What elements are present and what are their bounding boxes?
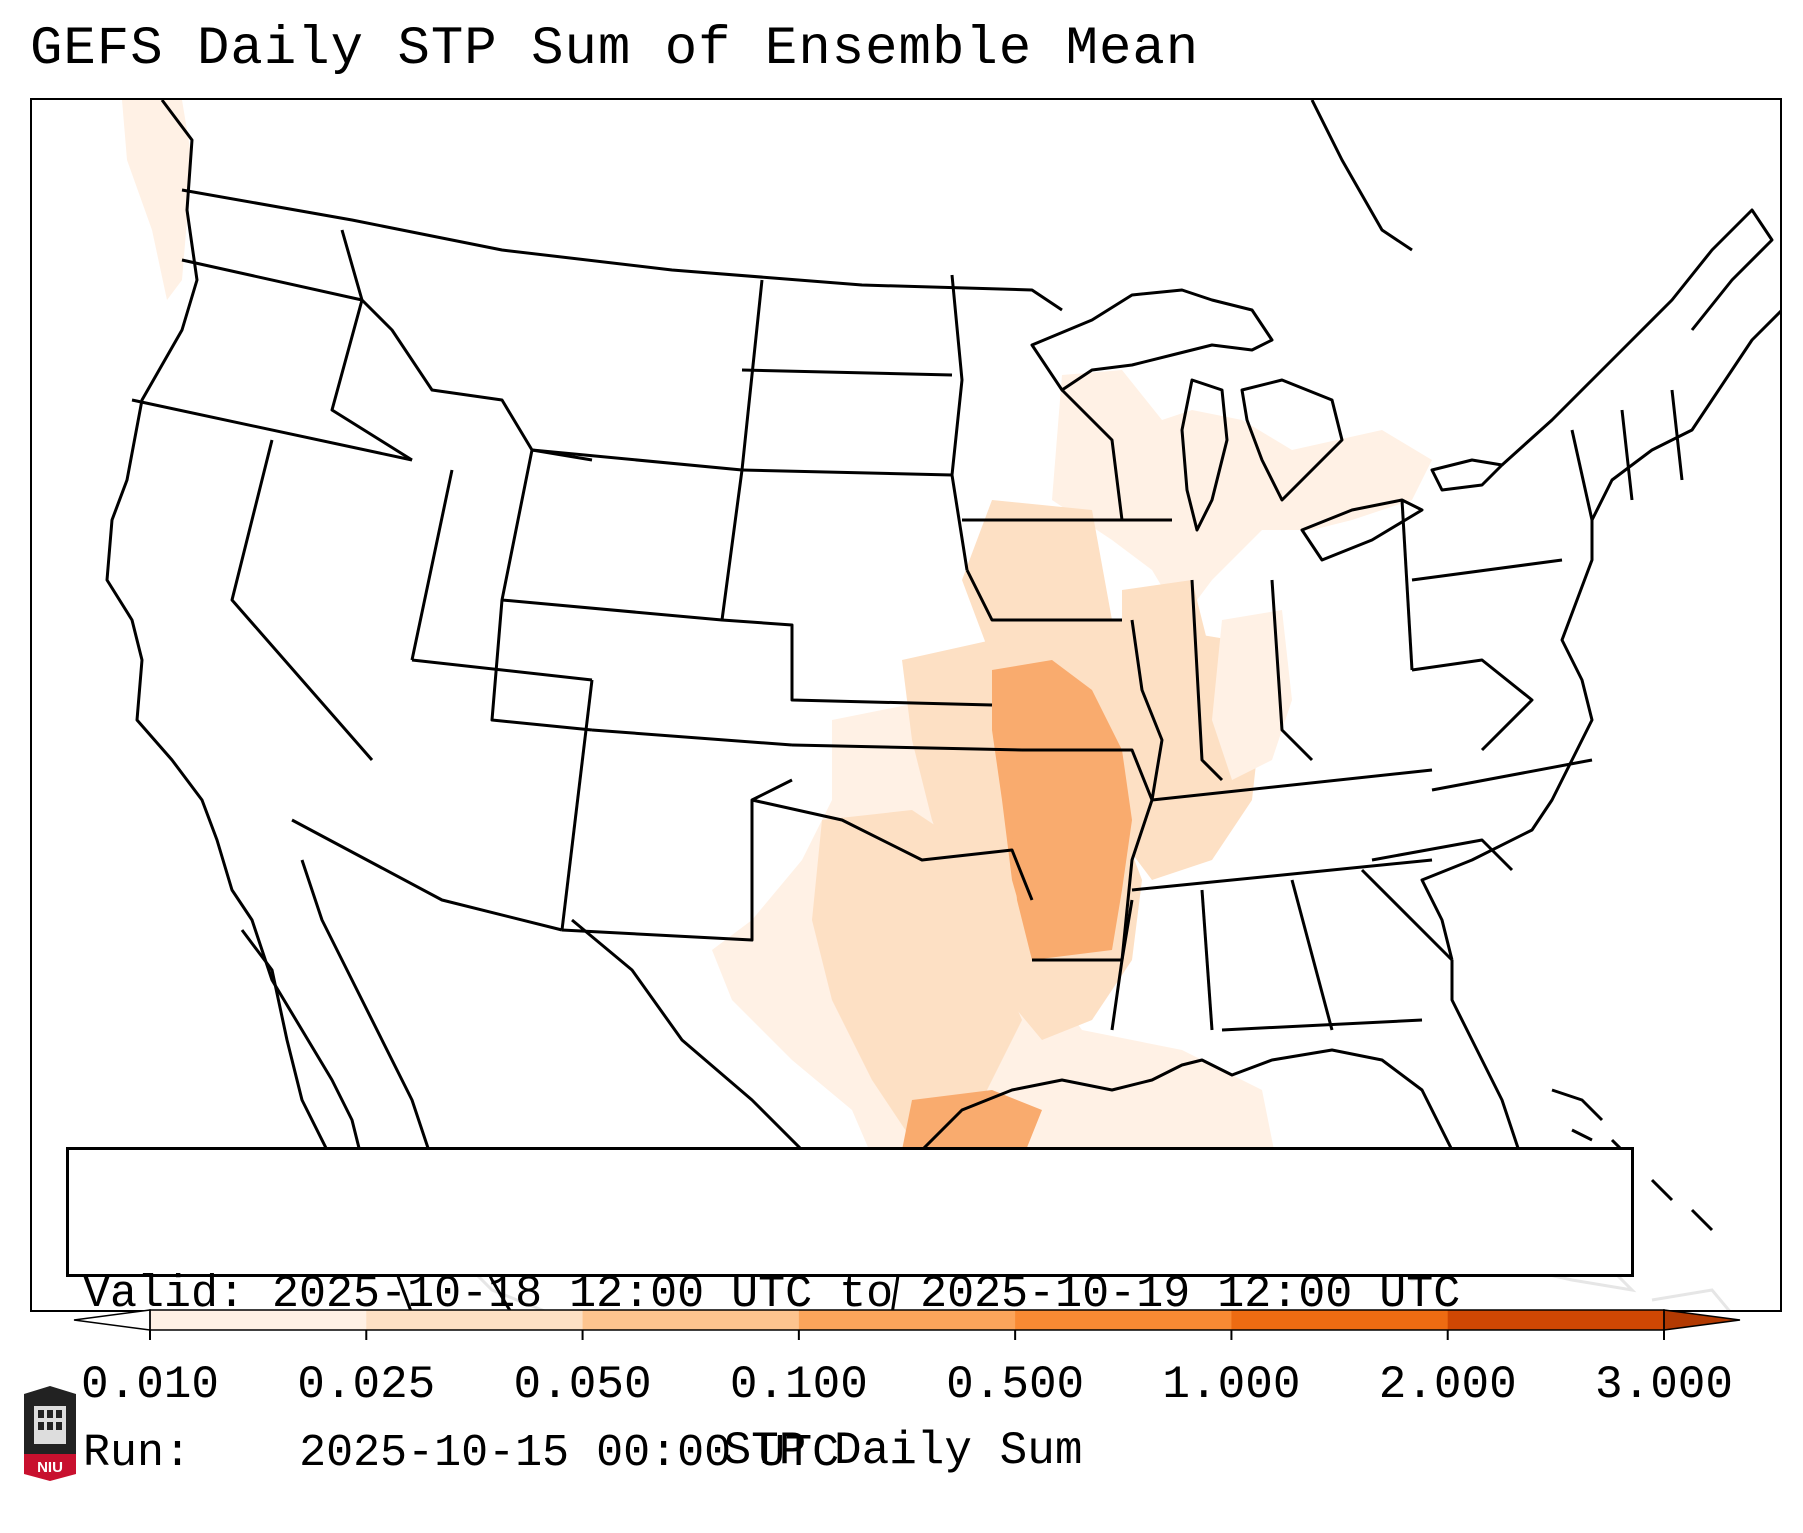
il-in — [1190, 579, 1224, 782]
pa-ny — [1411, 558, 1563, 582]
colorbar-tick-label: 0.100 — [729, 1359, 868, 1411]
colorbar-segments — [150, 1310, 1665, 1330]
lake-erie — [1300, 498, 1424, 562]
colorbar-tick-label: 3.000 — [1594, 1359, 1734, 1411]
stp-area-midwest — [962, 500, 1262, 880]
colorbar-segment — [798, 1310, 1016, 1330]
ky-tn — [1151, 768, 1433, 802]
ms-al — [1200, 889, 1214, 1031]
wa-or-border — [181, 258, 363, 302]
colorbar-tick-label: 1.000 — [1162, 1359, 1301, 1411]
tn-south — [1131, 858, 1433, 892]
stp-area-indiana — [1212, 610, 1292, 780]
east-coast — [1420, 309, 1780, 961]
sd-ne — [741, 468, 953, 477]
nv-ut — [410, 469, 454, 661]
wv — [1411, 658, 1534, 752]
map-panel — [30, 98, 1782, 1312]
co-nm — [591, 728, 793, 747]
nc-sc — [1371, 838, 1514, 872]
colorbar-segment — [150, 1310, 367, 1330]
st-lawrence — [1500, 208, 1774, 467]
ny-vt — [1570, 429, 1594, 521]
mt-dakota — [740, 279, 764, 471]
run-row: Run: 2025-10-15 00:00 UTC — [83, 1427, 1631, 1480]
colorbar-tick-label: 0.010 — [80, 1359, 220, 1411]
oh-pa — [1400, 499, 1414, 671]
colorbar-tick-label: 0.050 — [513, 1359, 652, 1411]
run-label: Run: — [83, 1428, 192, 1479]
in-oh — [1270, 579, 1314, 762]
logo-text: NIU — [37, 1459, 63, 1476]
stp-field — [122, 100, 1432, 1250]
va-nc — [1431, 758, 1593, 792]
colorbar-segment — [366, 1310, 584, 1330]
az-mex — [291, 818, 563, 932]
colorbar-segment — [1231, 1310, 1449, 1330]
canada-border — [181, 188, 1063, 312]
colorbar — [73, 1309, 1741, 1340]
colorbar-segment — [582, 1310, 800, 1330]
or-ca-border — [131, 398, 413, 462]
west-coast — [105, 100, 364, 1161]
dakotas-mn — [950, 274, 969, 571]
colorbar-segment — [1015, 1310, 1232, 1330]
wy-border — [500, 448, 744, 622]
mt-border — [360, 298, 593, 462]
ga-sc — [1360, 868, 1454, 962]
ok-tx — [751, 798, 1034, 901]
colorbar-ticks — [149, 1330, 1665, 1340]
stp-area-arkansas-core — [1012, 830, 1122, 960]
ia-mo — [965, 569, 1122, 622]
ut-co — [490, 599, 593, 732]
id-border — [330, 229, 413, 462]
colorbar-outline — [149, 1309, 1665, 1331]
colorbar-tick-label: 0.025 — [297, 1359, 436, 1411]
stp-area-illinois — [1122, 580, 1212, 800]
wi-mi — [1060, 388, 1124, 521]
map-title: GEFS Daily STP Sum of Ensemble Mean — [30, 19, 1200, 80]
colorbar-tick-label: 2.000 — [1378, 1359, 1517, 1411]
ne-ks — [721, 618, 993, 707]
nm-tx — [561, 778, 793, 942]
stp-area-great-lakes — [1052, 370, 1432, 620]
al-ga — [1290, 879, 1334, 1031]
run-value: 2025-10-15 00:00 UTC — [299, 1428, 840, 1479]
ne-states — [1620, 389, 1684, 501]
map-canvas — [105, 100, 1780, 1310]
lake-superior — [1030, 288, 1274, 392]
niu-logo: NIU — [24, 1386, 76, 1481]
state-borders — [131, 188, 1684, 1251]
colorbar-segment — [1447, 1310, 1665, 1330]
nd-sd — [741, 368, 953, 377]
stp-area-pacific-northwest — [122, 100, 192, 300]
validity-info-box: Valid: 2025-10-18 12:00 UTC to 2025-10-1… — [66, 1147, 1634, 1479]
ks-ok — [791, 743, 1023, 752]
colorbar-tick-label: 0.500 — [946, 1359, 1085, 1411]
mo-ar — [1022, 748, 1154, 801]
colorbar-extend-right — [1663, 1309, 1741, 1331]
lake-ontario — [1430, 458, 1504, 492]
ut-az — [411, 658, 593, 682]
colorbar-label: STP Daily Sum — [723, 1425, 1083, 1477]
lake-huron — [1240, 378, 1344, 502]
colorbar-extend-left — [73, 1309, 151, 1331]
ca-nv — [230, 439, 374, 761]
az-nm — [560, 679, 594, 931]
fl-border — [1221, 1018, 1423, 1032]
hudson-bay-edge — [1310, 100, 1413, 252]
lake-michigan — [1180, 378, 1229, 532]
